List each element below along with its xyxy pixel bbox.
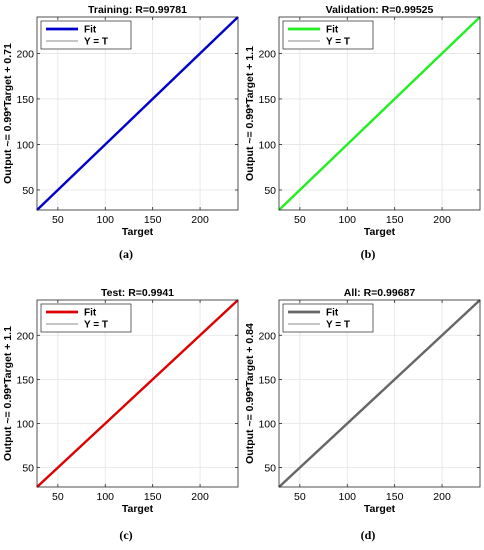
plot-panel-d: 50 100 150 200 50 100 150 200 All: R=0.99687 Targ… <box>242 282 484 550</box>
panel-caption: (a) <box>119 247 133 261</box>
plot-panel-c: 50 100 150 200 50 100 150 200 Test: R=0.9941 Targ… <box>0 282 242 550</box>
x-tick-label: 100 <box>96 491 114 503</box>
x-axis-label: Target <box>122 503 154 515</box>
x-tick-label: 200 <box>191 491 209 503</box>
x-axis-label: Target <box>364 226 396 238</box>
series-line-fit <box>36 16 239 211</box>
x-tick-label: 100 <box>96 214 114 226</box>
y-tick-label: 200 <box>16 330 34 342</box>
y-tick-label: 200 <box>16 48 34 60</box>
legend-label: Y = T <box>326 320 350 331</box>
legend-box <box>282 20 374 50</box>
y-axis-label: Output ~= 0.99*Target + 0.84 <box>244 323 256 464</box>
x-tick-label: 50 <box>52 214 64 226</box>
chart-title: Training: R=0.99781 <box>88 4 187 16</box>
y-axis-label: Output ~= 0.99*Target + 1.1 <box>244 46 256 181</box>
y-tick-label: 50 <box>22 185 34 197</box>
x-tick-label: 50 <box>294 491 306 503</box>
plot-panel-a: 50 100 150 200 50 100 150 200 Training: R=0.9978… <box>0 0 242 275</box>
x-tick-label: 50 <box>52 491 64 503</box>
panel-caption: (d) <box>360 528 376 542</box>
legend-label: Y = T <box>326 37 350 48</box>
y-tick-label: 100 <box>258 139 276 151</box>
y-tick-label: 50 <box>264 185 276 197</box>
y-tick-label: 200 <box>258 330 276 342</box>
legend-box <box>40 20 132 50</box>
x-tick-label: 150 <box>386 491 404 503</box>
legend-label: Fit <box>84 308 97 319</box>
x-tick-label: 100 <box>338 491 356 503</box>
x-tick-label: 150 <box>144 491 162 503</box>
chart-svg: 50 100 150 200 50 100 150 200 Training: R=0.9978… <box>2 4 239 238</box>
y-tick-label: 150 <box>258 374 276 386</box>
chart-svg: 50 100 150 200 50 100 150 200 All: R=0.99687 Targ… <box>244 287 481 515</box>
x-tick-label: 200 <box>433 214 451 226</box>
axes-box <box>278 299 481 488</box>
legend-label: Fit <box>326 25 339 36</box>
x-tick-label: 50 <box>294 214 306 226</box>
y-tick-label: 100 <box>16 418 34 430</box>
y-axis-label: Output ~= 0.99*Target + 0.71 <box>2 43 14 184</box>
x-tick-label: 150 <box>144 214 162 226</box>
legend-label: Y = T <box>84 320 108 331</box>
y-tick-label: 150 <box>16 374 34 386</box>
legend-label: Fit <box>326 308 339 319</box>
panel-caption: (c) <box>119 528 133 542</box>
y-tick-label: 50 <box>22 463 34 475</box>
legend-box <box>282 303 374 333</box>
x-axis-label: Target <box>364 503 396 515</box>
plot-panel-b: 50 100 150 200 50 100 150 200 Validation: R=0.99… <box>242 0 484 275</box>
legend-label: Fit <box>84 25 97 36</box>
y-tick-label: 200 <box>258 48 276 60</box>
chart-title: Validation: R=0.99525 <box>326 4 434 16</box>
panel-caption: (b) <box>360 247 376 261</box>
y-tick-label: 50 <box>264 463 276 475</box>
y-tick-label: 100 <box>16 139 34 151</box>
y-tick-label: 150 <box>16 94 34 106</box>
x-tick-label: 200 <box>433 491 451 503</box>
axes-box <box>36 299 239 488</box>
x-tick-label: 100 <box>338 214 356 226</box>
x-axis-label: Target <box>122 226 154 238</box>
chart-title: Test: R=0.9941 <box>101 287 174 299</box>
x-tick-label: 150 <box>386 214 404 226</box>
legend-box <box>40 303 132 333</box>
series-line-fit <box>278 16 481 211</box>
chart-title: All: R=0.99687 <box>344 287 416 299</box>
axes-box <box>36 16 239 211</box>
legend-label: Y = T <box>84 37 108 48</box>
chart-svg: 50 100 150 200 50 100 150 200 Test: R=0.9941 Targ… <box>2 287 239 515</box>
x-tick-label: 200 <box>191 214 209 226</box>
y-axis-label: Output ~= 0.99*Target + 1.1 <box>2 326 14 461</box>
axes-box <box>278 16 481 211</box>
y-tick-label: 150 <box>258 94 276 106</box>
series-line-fit <box>36 299 239 488</box>
series-line-fit <box>278 299 481 488</box>
chart-svg: 50 100 150 200 50 100 150 200 Validation: R=0.99… <box>244 4 481 238</box>
y-tick-label: 100 <box>258 418 276 430</box>
